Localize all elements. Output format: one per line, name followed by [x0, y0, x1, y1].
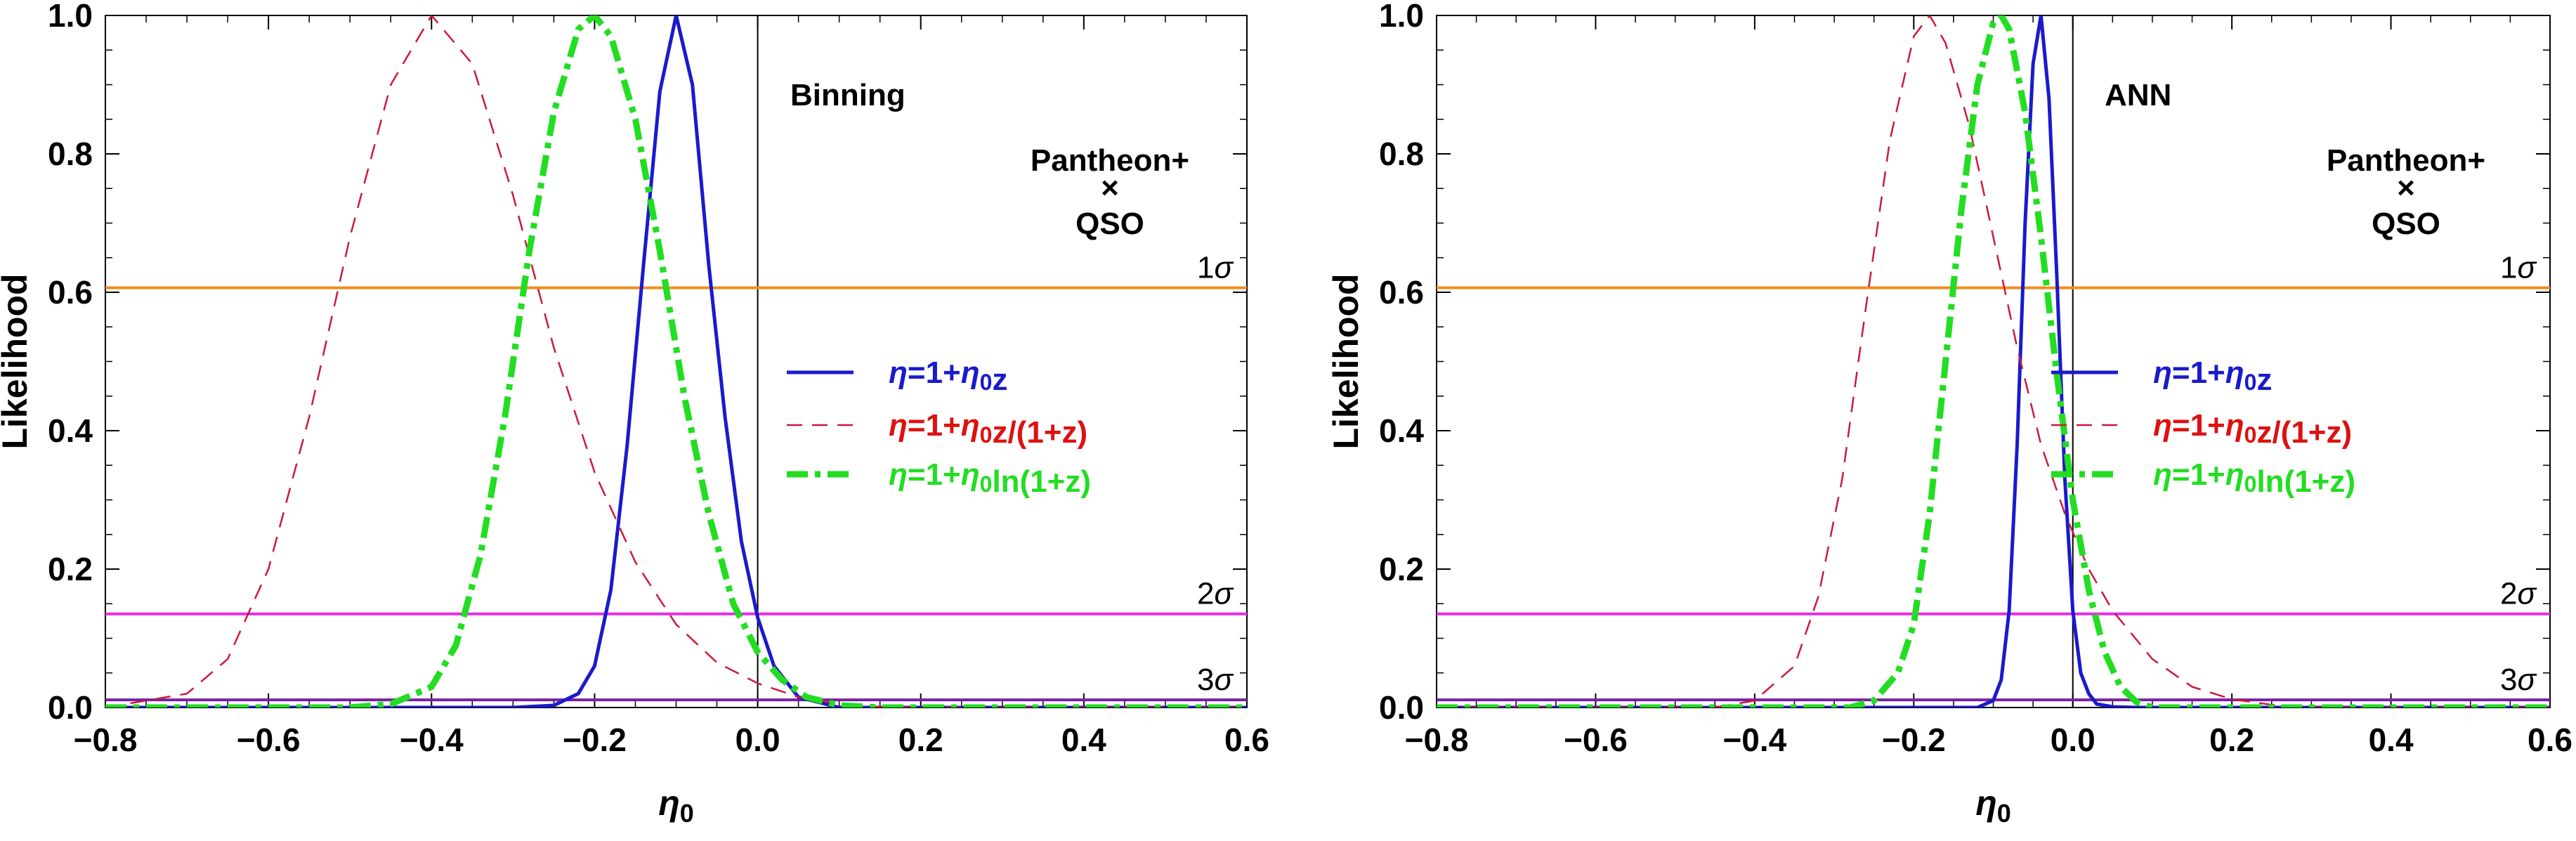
- y-tick-label: 0.0: [1379, 689, 1424, 726]
- x-tick-label: 0.4: [1061, 722, 1106, 758]
- confidence-label-2: 2σ: [1197, 577, 1234, 611]
- dataset-label-bottom: QSO: [2372, 207, 2440, 241]
- x-tick-label: −0.8: [1405, 722, 1469, 758]
- series-line-2: [105, 15, 1247, 708]
- series-line-1: [105, 15, 1247, 708]
- y-tick-label: 0.2: [1379, 551, 1424, 587]
- x-tick-label: 0.0: [2051, 722, 2096, 758]
- dataset-label-top: Pantheon+: [1031, 143, 1189, 178]
- legend-label-1: η=1+η0z: [2153, 356, 2272, 397]
- panel-label: ANN: [2105, 78, 2171, 112]
- y-axis-title: Likelihood: [1326, 274, 1366, 450]
- y-tick-label: 0.4: [48, 412, 93, 449]
- x-tick-label: −0.4: [400, 722, 464, 758]
- chart-panel-1: −0.8 −0.6 −0.4 −0.2 0.0 0.2 0.4 0.6 0.0 0.2 0.4 0.6…: [0, 0, 1269, 828]
- series-line-3: [105, 15, 1247, 708]
- x-tick-label: −0.8: [74, 722, 138, 758]
- legend-label-2: η=1+η0z/(1+z): [2153, 408, 2352, 450]
- series-line-1: [1437, 15, 2550, 708]
- x-tick-label: 0.4: [2369, 722, 2414, 758]
- x-axis-title: η0: [1975, 783, 2011, 828]
- confidence-label-1: 1σ: [1197, 251, 1234, 285]
- legend-label-3: η=1+η0ln(1+z): [2153, 457, 2355, 499]
- y-tick-label: 0.8: [1379, 136, 1424, 172]
- x-tick-label: 0.0: [735, 722, 780, 758]
- dataset-label-top: Pantheon+: [2327, 143, 2485, 178]
- y-tick-label: 0.0: [48, 689, 93, 726]
- dataset-label-cross: ×: [2397, 171, 2415, 205]
- y-tick-label: 0.6: [1379, 274, 1424, 311]
- chart-panel-2: −0.8 −0.6 −0.4 −0.2 0.0 0.2 0.4 0.6 0.0 0.2 0.4 0.6…: [1326, 0, 2572, 828]
- x-tick-label: −0.6: [237, 722, 301, 758]
- y-tick-label: 0.4: [1379, 412, 1424, 449]
- confidence-label-1: 1σ: [2500, 251, 2537, 285]
- confidence-label-3: 3σ: [1197, 663, 1234, 697]
- x-tick-label: 0.2: [2209, 722, 2254, 758]
- x-tick-label: −0.6: [1564, 722, 1628, 758]
- x-tick-label: −0.2: [563, 722, 627, 758]
- y-tick-label: 0.6: [48, 274, 93, 311]
- legend-label-1: η=1+η0z: [889, 356, 1007, 397]
- plot-frame: [1436, 15, 2551, 708]
- legend-label-2: η=1+η0z/(1+z): [889, 408, 1087, 450]
- series-line-2: [1437, 15, 2550, 708]
- series-line-3: [1437, 15, 2550, 708]
- y-tick-label: 0.2: [48, 551, 93, 587]
- y-axis-title: Likelihood: [0, 274, 34, 450]
- confidence-label-3: 3σ: [2500, 663, 2537, 697]
- x-tick-label: 0.6: [1224, 722, 1269, 758]
- y-tick-label: 0.8: [48, 136, 93, 172]
- x-tick-label: −0.2: [1882, 722, 1946, 758]
- dataset-label-cross: ×: [1101, 171, 1119, 205]
- x-tick-label: −0.4: [1722, 722, 1786, 758]
- x-tick-label: 0.6: [2528, 722, 2572, 758]
- y-tick-label: 1.0: [1379, 0, 1424, 34]
- x-axis-title: η0: [658, 783, 694, 828]
- x-tick-label: 0.2: [898, 722, 943, 758]
- confidence-label-2: 2σ: [2500, 577, 2537, 611]
- dataset-label-bottom: QSO: [1075, 207, 1144, 241]
- panel-label: Binning: [790, 78, 905, 112]
- y-tick-label: 1.0: [48, 0, 93, 34]
- legend-label-3: η=1+η0ln(1+z): [889, 457, 1091, 499]
